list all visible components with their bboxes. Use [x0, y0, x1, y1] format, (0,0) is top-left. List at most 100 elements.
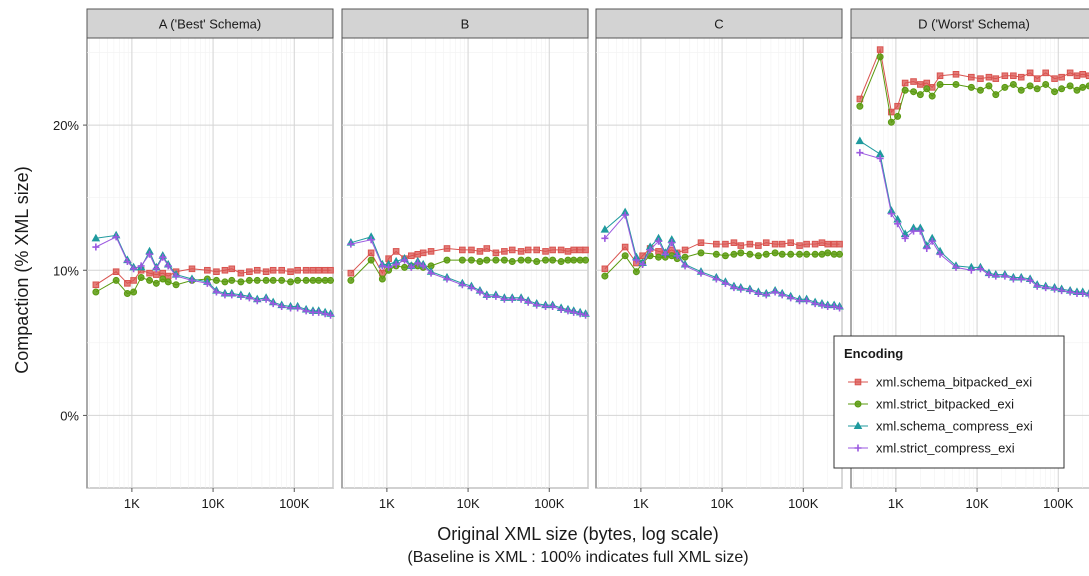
data-point: [159, 253, 167, 261]
data-point: [427, 248, 435, 255]
data-point: [916, 227, 924, 235]
data-point: [164, 262, 172, 270]
data-point: [237, 292, 245, 300]
data-point: [476, 288, 484, 296]
data-point: [212, 288, 220, 296]
data-point: [159, 269, 167, 277]
data-point: [1001, 272, 1009, 280]
data-point: [533, 246, 540, 254]
data-point: [378, 262, 386, 270]
data-point: [721, 252, 729, 260]
data-point: [112, 276, 120, 284]
data-point: [876, 53, 884, 61]
data-point: [762, 239, 770, 246]
data-point: [564, 256, 572, 264]
data-point: [419, 262, 427, 270]
data-point: [1051, 285, 1059, 293]
data-point: [1079, 70, 1087, 78]
data-point: [524, 256, 532, 264]
data-point: [746, 240, 754, 248]
data-point: [601, 272, 609, 280]
data-point: [278, 276, 286, 284]
data-point: [414, 259, 422, 267]
data-point: [146, 250, 154, 258]
data-point: [985, 73, 993, 81]
y-tick-label: 10%: [53, 263, 79, 278]
data-point: [894, 220, 902, 228]
data-point: [746, 287, 754, 295]
data-point: [655, 248, 662, 255]
data-point: [888, 108, 895, 116]
data-point: [137, 274, 145, 282]
data-point: [1033, 282, 1041, 290]
data-point: [985, 271, 993, 279]
data-point: [549, 246, 556, 254]
data-point: [483, 245, 491, 252]
data-point: [1085, 291, 1089, 299]
data-point: [1079, 83, 1087, 91]
data-point: [570, 256, 578, 264]
data-point: [1042, 284, 1050, 292]
data-point: [378, 275, 386, 283]
data-point: [582, 256, 590, 264]
data-point: [533, 258, 541, 266]
legend-swatch-marker: [854, 444, 862, 452]
data-point: [309, 266, 317, 274]
data-point: [302, 266, 310, 274]
data-point: [492, 256, 500, 264]
data-point: [1033, 75, 1041, 82]
data-point: [737, 242, 745, 249]
data-point: [976, 86, 984, 94]
series-line: [95, 268, 331, 286]
data-point: [910, 227, 918, 235]
data-point: [237, 278, 245, 286]
data-point: [467, 256, 475, 264]
data-point: [992, 75, 1000, 82]
data-point: [936, 72, 944, 80]
data-point: [796, 297, 804, 305]
x-tick-label: 10K: [966, 496, 989, 511]
data-point: [1066, 288, 1074, 296]
data-point: [977, 75, 984, 82]
data-point: [164, 278, 172, 286]
legend-swatch-marker: [854, 400, 862, 408]
data-point: [722, 240, 729, 248]
data-point: [655, 253, 663, 261]
data-point: [294, 266, 301, 274]
data-point: [818, 239, 826, 246]
data-point: [1001, 72, 1009, 80]
data-point: [771, 288, 779, 296]
data-point: [542, 248, 549, 255]
data-point: [385, 263, 393, 271]
data-point: [501, 248, 508, 255]
data-point: [269, 300, 277, 308]
data-point: [1073, 72, 1081, 80]
data-point: [730, 239, 738, 246]
x-tick-label: 100K: [1043, 496, 1074, 511]
data-point: [278, 303, 286, 311]
data-point: [92, 281, 100, 289]
legend-label: xml.schema_compress_exi: [876, 419, 1033, 434]
data-point: [1009, 80, 1017, 88]
data-point: [517, 256, 525, 264]
data-point: [237, 269, 245, 277]
data-point: [910, 78, 917, 85]
legend-title: Encoding: [844, 346, 903, 361]
data-point: [287, 268, 294, 276]
data-point: [876, 46, 884, 53]
panel-strip-label: A ('Best' Schema): [159, 17, 262, 32]
data-point: [557, 246, 565, 254]
data-point: [508, 246, 516, 254]
data-point: [824, 303, 832, 311]
data-point: [315, 308, 323, 316]
data-point: [92, 243, 100, 251]
data-point: [601, 234, 609, 242]
data-point: [1042, 80, 1050, 88]
data-point: [646, 246, 654, 254]
data-point: [755, 242, 762, 249]
data-point: [621, 252, 629, 260]
data-point: [294, 304, 302, 312]
data-point: [1085, 72, 1089, 80]
legend-label: xml.strict_compress_exi: [876, 441, 1015, 456]
data-point: [321, 266, 329, 274]
